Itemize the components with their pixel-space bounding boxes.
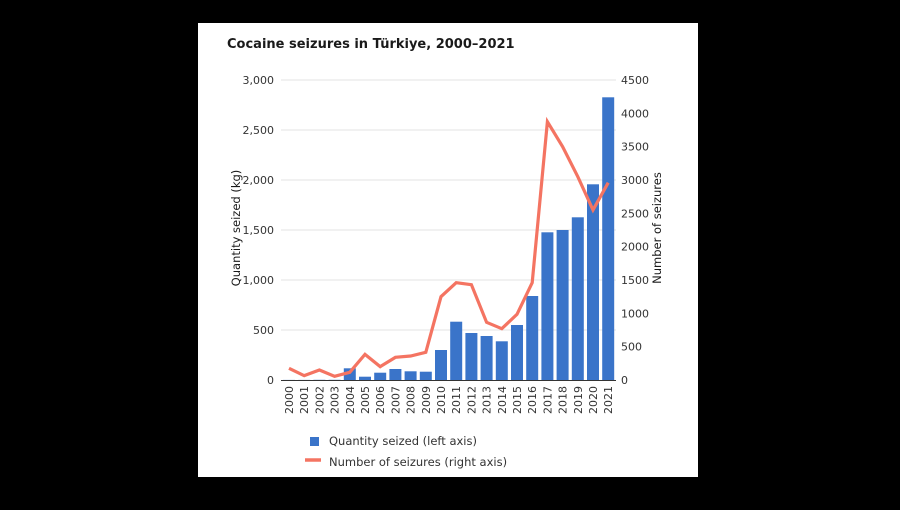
x-tick-label: 2002 — [313, 386, 326, 414]
bar-2018 — [556, 230, 569, 380]
bar-2004 — [343, 368, 356, 380]
left-axis-ticks: 0 500 1,000 1,500 2,000 2,500 3,000 — [243, 74, 275, 387]
bar-2012 — [465, 333, 478, 380]
legend-bar-swatch — [310, 437, 319, 446]
bar-2014 — [495, 341, 508, 380]
bar-2016 — [526, 296, 539, 380]
x-tick-label: 2006 — [374, 386, 387, 414]
legend-bar-label: Quantity seized (left axis) — [329, 434, 477, 448]
right-axis-title: Number of seizures — [650, 172, 664, 284]
left-tick-label: 1,000 — [243, 274, 275, 287]
chart-panel: Cocaine seizures in Türkiye, 2000–2021 0… — [198, 23, 698, 477]
bar-2010 — [435, 350, 447, 380]
x-tick-label: 2017 — [541, 386, 554, 414]
x-tick-label: 2003 — [329, 386, 342, 414]
x-tick-label: 2000 — [283, 386, 296, 414]
left-tick-label: 3,000 — [243, 74, 275, 87]
bar-2006 — [374, 372, 387, 380]
left-tick-label: 1,500 — [243, 224, 275, 237]
right-tick-label: 0 — [621, 374, 628, 387]
x-tick-label: 2018 — [557, 386, 570, 414]
right-tick-label: 2500 — [621, 207, 649, 220]
x-tick-label: 2005 — [359, 386, 372, 414]
x-tick-label: 2010 — [435, 386, 448, 414]
bar-2011 — [450, 321, 463, 380]
right-tick-label: 2000 — [621, 241, 649, 254]
right-tick-label: 500 — [621, 341, 642, 354]
bar-2021 — [602, 97, 615, 381]
bar-2017 — [541, 232, 554, 380]
x-tick-label: 2009 — [420, 386, 433, 414]
right-tick-label: 3000 — [621, 174, 649, 187]
bar-2015 — [511, 325, 523, 380]
x-tick-label: 2015 — [511, 386, 524, 414]
x-tick-label: 2020 — [587, 386, 600, 414]
x-axis-ticks: 2000 2001 2002 2003 2004 2005 2006 2007 2008 2009… — [283, 386, 615, 414]
bar-2019 — [571, 217, 584, 380]
bar-2007 — [389, 369, 402, 380]
x-tick-label: 2012 — [465, 386, 478, 414]
chart: Cocaine seizures in Türkiye, 2000–2021 0… — [227, 37, 664, 469]
bars — [283, 97, 615, 381]
right-axis-ticks: 0 500 1000 1500 2000 2500 3000 3500 4000 4500 — [621, 74, 649, 387]
bar-2013 — [480, 336, 493, 380]
x-tick-label: 2013 — [481, 386, 494, 414]
bar-2005 — [359, 376, 371, 380]
chart-title: Cocaine seizures in Türkiye, 2000–2021 — [227, 37, 515, 52]
left-axis-title: Quantity seized (kg) — [229, 170, 243, 287]
right-tick-label: 1000 — [621, 307, 649, 320]
x-tick-label: 2021 — [602, 386, 615, 414]
left-tick-label: 2,500 — [243, 124, 275, 137]
left-tick-label: 2,000 — [243, 174, 275, 187]
left-tick-label: 500 — [253, 324, 274, 337]
legend: Quantity seized (left axis) Number of se… — [305, 434, 507, 469]
seizures-line — [288, 116, 610, 379]
x-tick-label: 2014 — [496, 386, 509, 414]
bar-2020 — [587, 184, 599, 380]
x-tick-label: 2016 — [526, 386, 539, 414]
x-tick-label: 2001 — [298, 386, 311, 414]
bar-2008 — [404, 371, 417, 380]
x-tick-label: 2007 — [389, 386, 402, 414]
right-tick-label: 3500 — [621, 141, 649, 154]
left-tick-label: 0 — [267, 374, 274, 387]
legend-line-label: Number of seizures (right axis) — [329, 455, 507, 469]
right-tick-label: 4000 — [621, 107, 649, 120]
right-tick-label: 4500 — [621, 74, 649, 87]
x-tick-label: 2019 — [572, 386, 585, 414]
x-tick-label: 2011 — [450, 386, 463, 414]
x-tick-label: 2008 — [405, 386, 418, 414]
bar-2009 — [419, 371, 432, 380]
right-tick-label: 1500 — [621, 274, 649, 287]
x-tick-label: 2004 — [344, 386, 357, 414]
